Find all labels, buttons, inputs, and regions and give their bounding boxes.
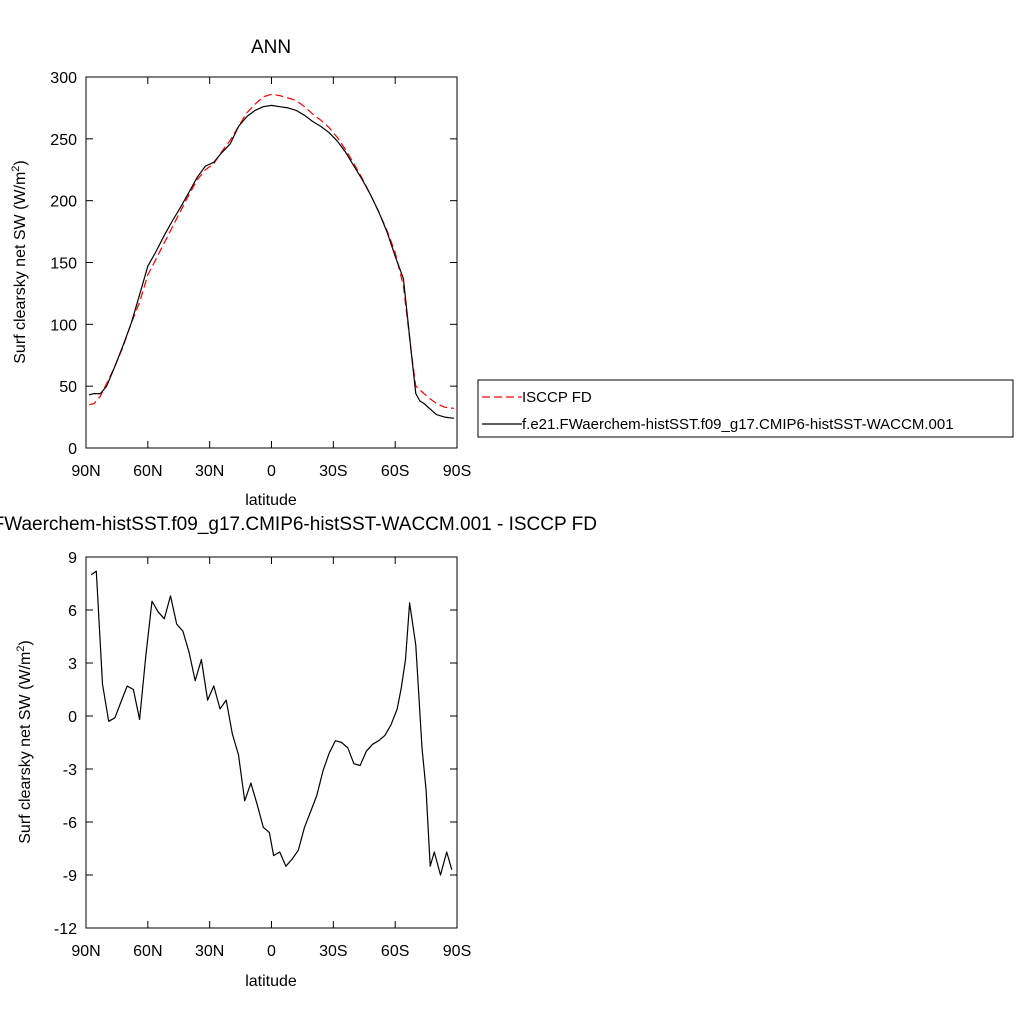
axis-ticks: 90N 60N 30N 0 30S 60S 90S -12 -9 -6 -3 0 3 6 9 — [54, 550, 471, 960]
x-tick-label: 30S — [319, 943, 347, 960]
x-tick-label: 30N — [195, 943, 224, 960]
annual-mean-panel: ANN 90N 60N 30N 0 30S 60S 90S 0 50 100 150 200 250 30… — [10, 37, 471, 509]
y-tick-label: 100 — [50, 317, 77, 334]
x-tick-label: 90N — [71, 943, 100, 960]
series-line-0 — [88, 93, 454, 409]
series-line-1 — [88, 104, 454, 419]
x-tick-label: 30N — [195, 463, 224, 480]
x-tick-label: 0 — [267, 463, 276, 480]
plot-area — [85, 556, 458, 929]
y-tick-label: 250 — [50, 132, 77, 149]
chart-title: ANN — [251, 37, 291, 58]
series-line-0 — [90, 570, 453, 876]
x-axis-label: latitude — [245, 973, 297, 990]
y-tick-label: 0 — [68, 709, 77, 726]
y-axis-label: Surf clearsky net SW (W/m2) — [15, 640, 34, 843]
y-tick-label: -3 — [63, 762, 77, 779]
y-tick-label: -9 — [63, 868, 77, 885]
y-tick-label: -6 — [63, 815, 77, 832]
legend: ISCCP FD f.e21.FWaerchem-histSST.f09_g17… — [477, 379, 1014, 438]
axis-ticks: 90N 60N 30N 0 30S 60S 90S 0 50 100 150 200 250 300 — [50, 70, 471, 480]
x-axis-label: latitude — [245, 492, 297, 509]
y-tick-label: -12 — [54, 921, 77, 938]
series-lines — [88, 93, 454, 419]
x-tick-label: 90N — [71, 463, 100, 480]
y-tick-label: 50 — [59, 379, 77, 396]
y-tick-label: 150 — [50, 256, 77, 273]
x-tick-label: 60S — [381, 463, 409, 480]
x-tick-label: 90S — [443, 463, 471, 480]
x-tick-label: 0 — [267, 943, 276, 960]
y-tick-label: 9 — [68, 550, 77, 567]
legend-box — [477, 379, 1014, 438]
legend-label-isccp: ISCCP FD — [522, 389, 592, 406]
plot-area — [85, 76, 458, 449]
x-tick-label: 30S — [319, 463, 347, 480]
x-tick-label: 60N — [133, 463, 162, 480]
legend-label-model: f.e21.FWaerchem-histSST.f09_g17.CMIP6-hi… — [522, 416, 954, 433]
y-axis-label: Surf clearsky net SW (W/m2) — [10, 160, 29, 363]
x-tick-label: 90S — [443, 943, 471, 960]
y-tick-label: 6 — [68, 603, 77, 620]
y-tick-label: 200 — [50, 194, 77, 211]
y-tick-label: 0 — [68, 441, 77, 458]
difference-panel: f.e21.FWaerchem-histSST.f09_g17.CMIP6-hi… — [0, 514, 597, 990]
x-tick-label: 60N — [133, 943, 162, 960]
series-lines — [90, 570, 453, 876]
y-tick-label: 300 — [50, 70, 77, 87]
y-tick-label: 3 — [68, 656, 77, 673]
x-tick-label: 60S — [381, 943, 409, 960]
chart-title: f.e21.FWaerchem-histSST.f09_g17.CMIP6-hi… — [0, 514, 597, 535]
